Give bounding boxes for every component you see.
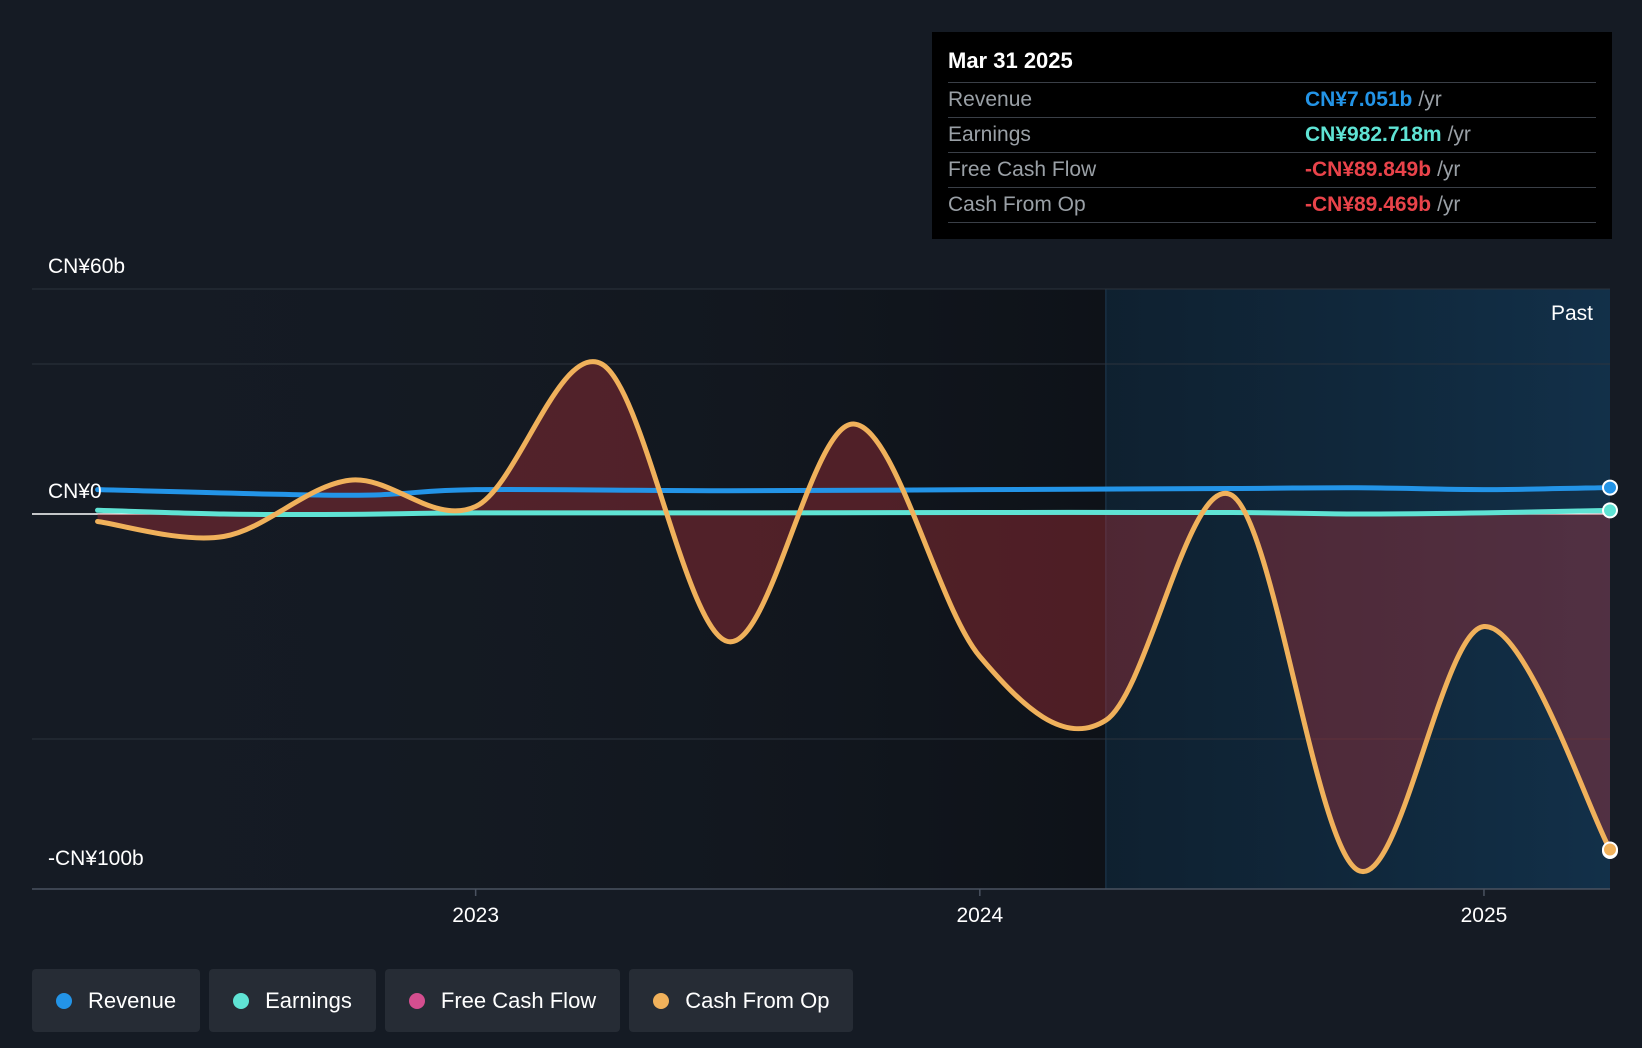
tooltip-label: Free Cash Flow (948, 158, 1097, 181)
end-point-cash-from-op (1602, 841, 1618, 858)
tooltip-row-cash-from-op: Cash From Op -CN¥89.469b /yr (948, 188, 1596, 223)
x-tick-label: 2023 (452, 904, 499, 927)
tooltip-row-free-cash-flow: Free Cash Flow -CN¥89.849b /yr (948, 153, 1596, 188)
past-label: Past (1551, 302, 1593, 325)
tooltip-value: -CN¥89.849b (1305, 158, 1432, 181)
legend-item-cash-from-op[interactable]: Cash From Op (629, 969, 854, 1032)
y-tick-label: CN¥60b (48, 255, 125, 278)
legend-label: Free Cash Flow (440, 987, 597, 1013)
legend-label: Earnings (265, 987, 352, 1013)
legend-label: Revenue (88, 987, 177, 1013)
legend-item-free-cash-flow[interactable]: Free Cash Flow (384, 969, 621, 1032)
tooltip-unit: /yr (1437, 158, 1461, 181)
tooltip-unit: /yr (1437, 193, 1461, 216)
tooltip-label: Cash From Op (948, 193, 1086, 216)
legend-dot-icon (408, 992, 425, 1009)
legend-label: Cash From Op (685, 987, 830, 1013)
tooltip-unit: /yr (1447, 123, 1471, 146)
legend-item-revenue[interactable]: Revenue (32, 969, 201, 1032)
tooltip-label: Revenue (948, 88, 1033, 111)
x-tick-label: 2025 (1461, 904, 1508, 927)
end-point-revenue (1602, 479, 1618, 496)
tooltip-panel: Mar 31 2025 Revenue CN¥7.051b /yr Earnin… (932, 32, 1612, 239)
legend-dot-icon (653, 992, 670, 1009)
y-tick-label: CN¥0 (48, 480, 102, 503)
x-tick-label: 2024 (956, 904, 1003, 927)
end-point-earnings (1602, 502, 1618, 519)
series-line-revenue (95, 485, 1613, 498)
tooltip-value: CN¥982.718m (1305, 123, 1442, 146)
legend-item-earnings[interactable]: Earnings (209, 969, 376, 1032)
tooltip-row-earnings: Earnings CN¥982.718m /yr (948, 118, 1596, 153)
tooltip-label: Earnings (948, 123, 1031, 146)
series-line-earnings (95, 507, 1613, 518)
tooltip-date: Mar 31 2025 (948, 46, 1596, 83)
legend-dot-icon (233, 992, 250, 1009)
chart-legend: Revenue Earnings Free Cash Flow Cash Fro… (32, 969, 854, 1032)
past-region (1105, 289, 1610, 889)
tooltip-value: CN¥7.051b (1305, 88, 1413, 111)
tooltip-unit: /yr (1418, 88, 1442, 111)
pre-past-region (32, 289, 1106, 889)
y-tick-label: -CN¥100b (48, 847, 144, 870)
legend-dot-icon (56, 992, 72, 1009)
cash-flow-area (97, 361, 1611, 872)
series-line-cash-from-op (95, 359, 1613, 874)
tooltip-value: -CN¥89.469b (1305, 193, 1432, 216)
cash-flow-chart: CN¥60b CN¥0 -CN¥100b 2023 2024 2025 Past (32, 255, 1618, 927)
tooltip-row-revenue: Revenue CN¥7.051b /yr (948, 83, 1596, 118)
